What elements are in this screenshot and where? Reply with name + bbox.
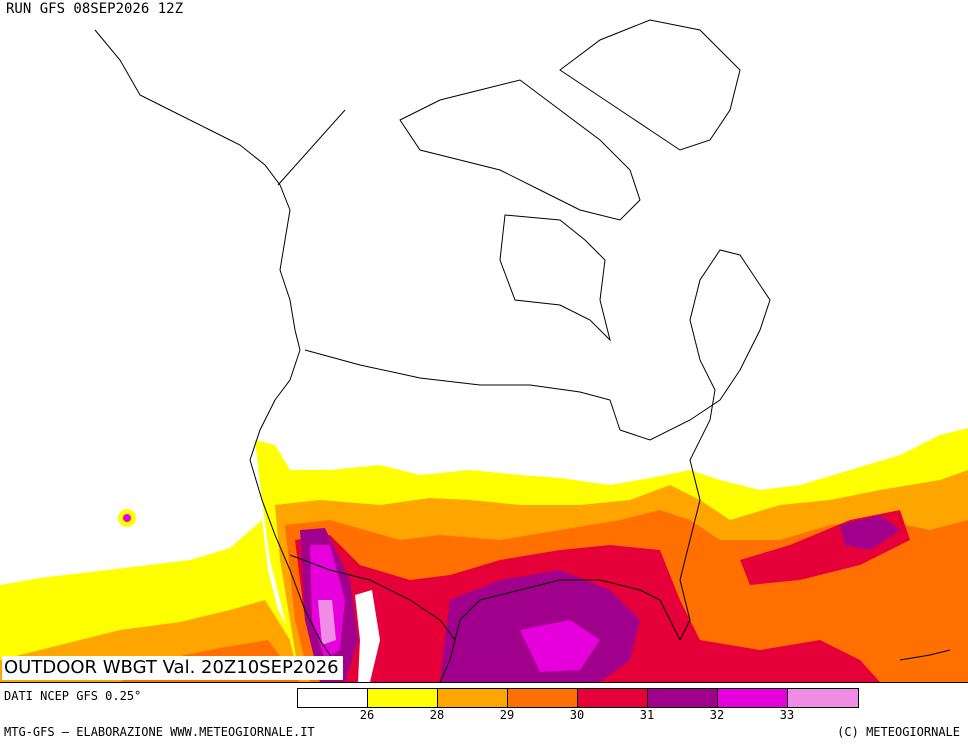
mexico-border <box>289 554 456 641</box>
field-white-gap <box>355 590 380 682</box>
legend-panel: DATI NCEP GFS 0.25° 26 28 29 30 31 32 33 MTG-G… <box>0 682 968 746</box>
arctic-islands <box>399 79 641 221</box>
legend-tick-label: 26 <box>359 708 375 722</box>
field-magenta-gulf <box>520 620 600 672</box>
legend-tick-label: 28 <box>429 708 445 722</box>
run-label: RUN GFS 08SEP2026 12Z <box>4 1 186 17</box>
field-spot-pacific-core <box>123 514 131 522</box>
legend-swatch <box>718 689 788 707</box>
field-purple-atlantic <box>840 515 900 550</box>
greenland <box>559 19 741 151</box>
field-pink <box>318 600 336 645</box>
footer-copyright: (C) METEOGIORNALE <box>837 725 960 739</box>
west-coast <box>249 349 341 671</box>
legend-swatch <box>648 689 718 707</box>
us-canada-border <box>304 349 621 431</box>
caribbean <box>899 649 951 661</box>
wbgt-field <box>0 428 968 682</box>
product-title: OUTDOOR WBGT Val. 20Z10SEP2026 <box>2 656 343 680</box>
data-source: DATI NCEP GFS 0.25° <box>4 689 142 703</box>
scale-ticks: 26 28 29 30 31 32 33 <box>297 708 860 722</box>
alaska-coast <box>94 29 301 351</box>
legend-swatch <box>788 689 858 707</box>
legend-tick-label: 30 <box>569 708 585 722</box>
legend-tick-label: 31 <box>639 708 655 722</box>
legend-tick-label: 33 <box>779 708 795 722</box>
legend-tick-label: 29 <box>499 708 515 722</box>
alaska-border <box>277 109 346 186</box>
legend-swatch <box>298 689 368 707</box>
weather-map <box>0 19 968 682</box>
legend-swatch <box>578 689 648 707</box>
color-scale <box>297 688 859 708</box>
legend-swatch <box>508 689 578 707</box>
footer-credit: MTG-GFS – ELABORAZIONE WWW.METEOGIORNALE… <box>4 725 315 739</box>
legend-swatch <box>438 689 508 707</box>
hudson-bay <box>499 214 611 342</box>
legend-tick-label: 32 <box>709 708 725 722</box>
east-coast <box>619 249 771 641</box>
coastlines <box>94 19 951 682</box>
legend-swatch <box>368 689 438 707</box>
